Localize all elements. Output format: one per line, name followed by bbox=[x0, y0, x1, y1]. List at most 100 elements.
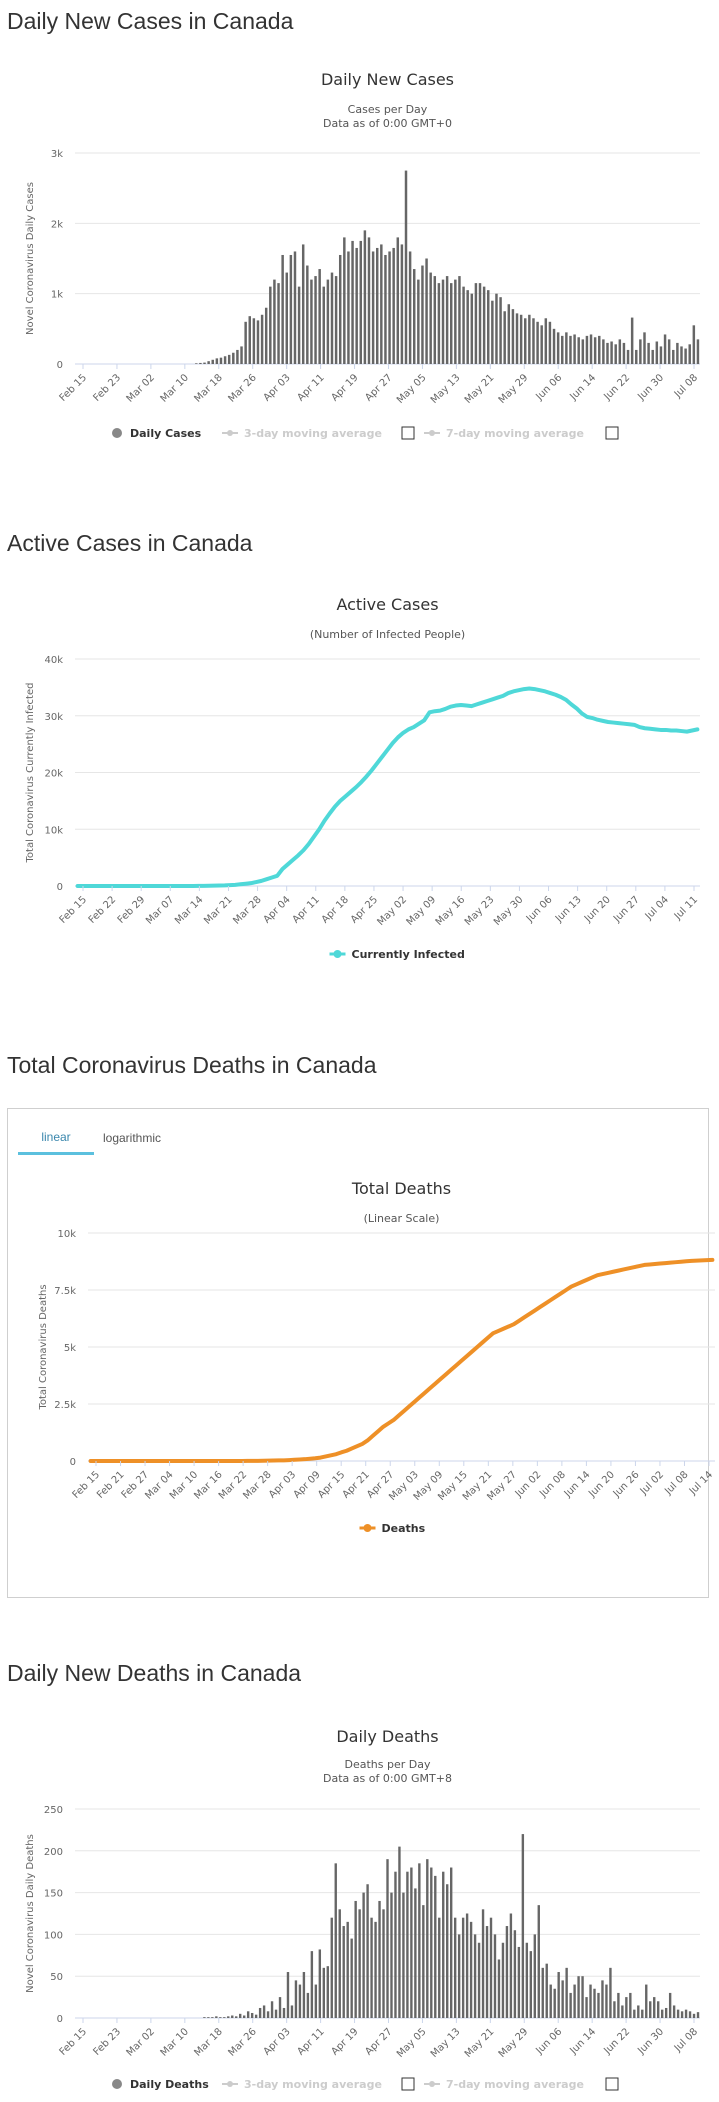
y-tick-label: 100 bbox=[44, 1930, 63, 1941]
bar bbox=[655, 341, 659, 364]
bar bbox=[684, 348, 687, 364]
bar bbox=[430, 1867, 433, 2018]
legend-marker-daily bbox=[112, 428, 122, 438]
tab-logarithmic[interactable]: logarithmic bbox=[102, 1131, 162, 1145]
total-deaths-panel: linear logarithmic Total Deaths (Linear S… bbox=[7, 1108, 715, 1598]
bar bbox=[371, 251, 375, 364]
x-tick-label: Jul 02 bbox=[638, 1469, 666, 1497]
bar bbox=[577, 337, 580, 364]
legend-dot-3day bbox=[227, 2081, 233, 2087]
bar bbox=[354, 1900, 357, 2018]
bar bbox=[461, 1917, 465, 2018]
bar bbox=[553, 1988, 556, 2018]
y-tick-label: 5k bbox=[64, 1343, 76, 1354]
legend-item-daily: Daily Deaths bbox=[130, 2078, 209, 2091]
bar bbox=[244, 321, 247, 364]
bar bbox=[647, 342, 650, 364]
bar bbox=[474, 283, 478, 364]
bar bbox=[645, 1984, 648, 2018]
bar bbox=[219, 2017, 222, 2018]
bar bbox=[585, 335, 589, 364]
bar bbox=[231, 2015, 234, 2018]
bar bbox=[199, 362, 202, 364]
bar bbox=[239, 2013, 242, 2018]
daily-cases-chart: Daily New Cases Cases per Day Data as of 0… bbox=[0, 55, 719, 455]
x-tick-label: Mar 02 bbox=[125, 2026, 157, 2058]
bar bbox=[374, 1921, 377, 2018]
bar bbox=[493, 1934, 497, 2018]
bar bbox=[589, 1984, 592, 2018]
bar bbox=[589, 334, 593, 364]
x-tick-label: Apr 03 bbox=[262, 372, 293, 403]
bar bbox=[289, 254, 293, 364]
x-tick-label: Apr 18 bbox=[320, 894, 351, 925]
bar bbox=[545, 1963, 548, 2018]
bar bbox=[338, 254, 342, 364]
bar bbox=[286, 1972, 290, 2018]
y-tick-label: 30k bbox=[44, 712, 63, 723]
y-axis-label: Total Coronavirus Currently Infected bbox=[25, 683, 36, 864]
total-deaths-chart: Total Deaths (Linear Scale) Total Coronavi… bbox=[0, 1164, 719, 1569]
bar bbox=[322, 1967, 325, 2018]
bar bbox=[688, 344, 691, 364]
bar bbox=[266, 2011, 270, 2018]
x-tick-label: May 21 bbox=[463, 2026, 497, 2060]
bar bbox=[581, 339, 585, 364]
checkbox-7day bbox=[605, 426, 619, 440]
bar bbox=[672, 349, 675, 364]
bar bbox=[457, 1934, 461, 2018]
legend-dot-7day bbox=[429, 430, 435, 436]
x-tick-label: May 05 bbox=[395, 372, 429, 406]
bar bbox=[408, 251, 412, 364]
x-tick-label: Jun 30 bbox=[635, 2026, 666, 2057]
bar bbox=[450, 283, 453, 364]
x-tick-label: Apr 11 bbox=[295, 2026, 326, 2057]
bar bbox=[277, 283, 280, 364]
bar bbox=[211, 2017, 214, 2018]
x-tick-label: Jun 22 bbox=[601, 2026, 632, 2057]
checkbox-3day bbox=[401, 2077, 415, 2091]
bar bbox=[246, 2011, 250, 2018]
bar bbox=[363, 230, 367, 364]
bar bbox=[366, 1884, 369, 2018]
bar bbox=[465, 1913, 469, 2018]
bar bbox=[450, 1867, 453, 2018]
bar bbox=[429, 272, 432, 364]
x-tick-label: Jun 20 bbox=[586, 1469, 617, 1500]
total-deaths-svg: Total Deaths (Linear Scale) Total Coronavi… bbox=[38, 1179, 715, 1535]
tab-linear[interactable]: linear bbox=[18, 1121, 94, 1155]
bar bbox=[254, 2014, 258, 2018]
x-tick-label: Jun 26 bbox=[611, 1469, 642, 1500]
bar bbox=[536, 321, 539, 364]
bar bbox=[250, 2012, 254, 2018]
bar bbox=[610, 341, 613, 364]
bar bbox=[501, 1942, 505, 2018]
bar bbox=[470, 293, 474, 364]
bar bbox=[548, 321, 552, 364]
x-tick-label: Jul 08 bbox=[662, 1469, 690, 1497]
bar bbox=[614, 344, 617, 364]
bar bbox=[601, 1980, 604, 2018]
bar bbox=[466, 290, 469, 364]
bar bbox=[269, 286, 272, 364]
bar bbox=[438, 1917, 441, 2018]
bar bbox=[651, 349, 654, 364]
bar bbox=[676, 2009, 680, 2018]
bar bbox=[509, 1913, 513, 2018]
bar bbox=[585, 1997, 588, 2018]
bar bbox=[653, 1997, 656, 2018]
bar bbox=[330, 272, 334, 364]
legend-item-7day: 7-day moving average bbox=[446, 427, 584, 440]
bar bbox=[641, 2009, 644, 2018]
bar bbox=[384, 254, 387, 364]
bar bbox=[533, 1934, 536, 2018]
bar bbox=[637, 2005, 640, 2018]
bar bbox=[629, 1992, 632, 2018]
x-tick-label: Jul 14 bbox=[687, 1469, 715, 1497]
series-line bbox=[75, 686, 700, 888]
bar bbox=[223, 356, 227, 364]
total-deaths-section-title: Total Coronavirus Deaths in Canada bbox=[7, 1052, 377, 1078]
chart-subtitle: (Linear Scale) bbox=[364, 1212, 440, 1225]
bar bbox=[513, 1930, 517, 2018]
bar bbox=[293, 251, 297, 364]
